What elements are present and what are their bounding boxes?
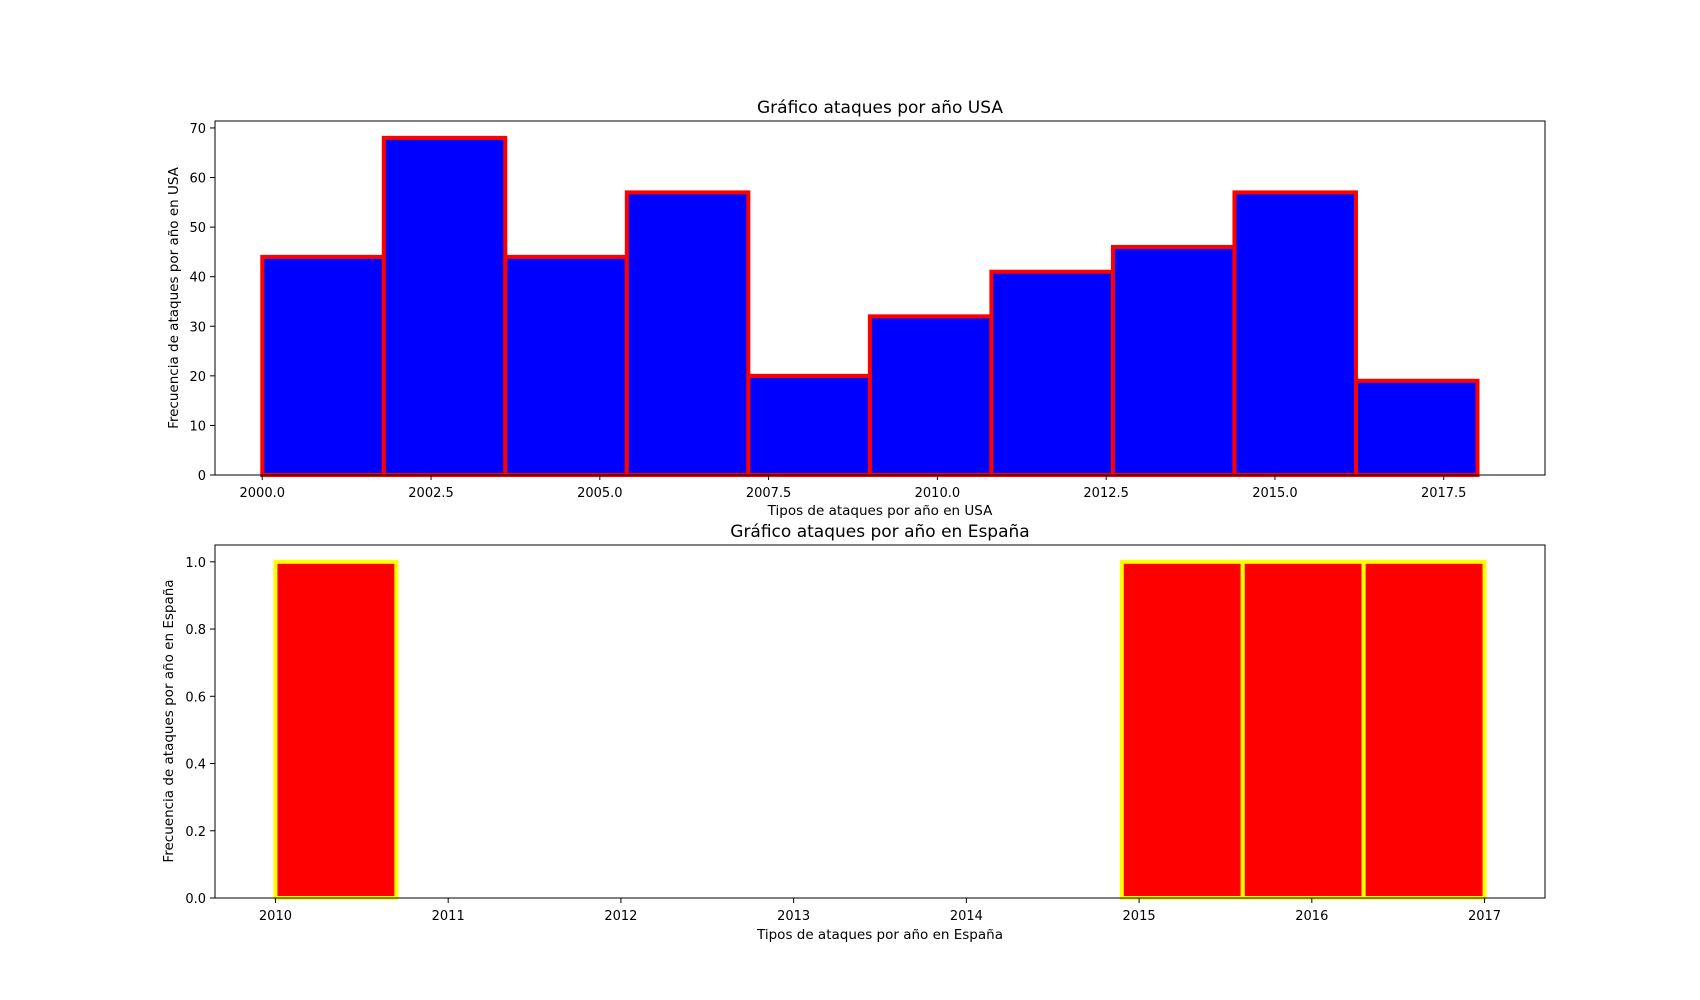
chart-usa-y-tick-label: 70 (189, 122, 206, 137)
chart-usa-x-ticks: 2000.0 2002.5 2005.0 2007.5 2010.0 2012.5 2015… (240, 475, 1467, 501)
chart-usa-x-tick-label: 2007.5 (746, 486, 792, 501)
chart-espana-x-tick-label: 2010 (259, 909, 292, 924)
chart-usa-bar (260, 254, 386, 477)
chart-usa-y-tick-label: 30 (189, 320, 206, 335)
chart-espana-bar (1119, 559, 1245, 900)
chart-usa-y-tick-label: 0 (198, 469, 206, 484)
chart-usa-bar (503, 254, 629, 477)
chart-espana-x-tick-label: 2015 (1123, 909, 1156, 924)
chart-usa-title: Gráfico ataques por año USA (757, 98, 1003, 118)
chart-usa-bar (1110, 244, 1237, 477)
chart-espana-bars (273, 559, 1487, 900)
chart-usa-bar (1232, 190, 1358, 477)
chart-usa-x-tick-label: 2010.0 (915, 486, 961, 501)
chart-usa-bar (381, 135, 508, 477)
chart-usa-y-tick-label: 60 (189, 172, 206, 187)
chart-espana-plot-frame (214, 544, 1546, 899)
chart-usa-bars (260, 135, 1480, 477)
chart-espana-title: Gráfico ataques por año en España (730, 522, 1029, 542)
chart-espana-x-tick-label: 2014 (950, 909, 983, 924)
chart-usa-y-tick-label: 50 (189, 221, 206, 236)
chart-usa-x-tick-label: 2002.5 (408, 486, 454, 501)
chart-usa-y-axis-label: Frecuencia de ataques por año en USA (166, 166, 182, 429)
chart-espana-y-tick-label: 1.0 (185, 556, 206, 571)
chart-espana-x-tick-label: 2013 (777, 909, 810, 924)
chart-espana-y-tick-label: 0.4 (185, 758, 206, 773)
chart-espana-x-axis-label: Tipos de ataques por año en España (756, 927, 1003, 943)
chart-usa-plot-frame (214, 120, 1546, 476)
chart-espana-y-tick-label: 0.8 (185, 623, 206, 638)
chart-espana-y-tick-label: 0.6 (185, 690, 206, 705)
chart-usa-x-tick-label: 2017.5 (1421, 486, 1467, 501)
chart-usa-bar (989, 269, 1115, 477)
chart-usa-bar (1353, 378, 1480, 477)
chart-espana-y-axis-label: Frecuencia de ataques por año en España (161, 579, 177, 862)
chart-espana: Gráfico ataques por año en España 2010 20… (161, 522, 1546, 943)
chart-usa-x-tick-label: 2012.5 (1083, 486, 1129, 501)
chart-usa-x-tick-label: 2005.0 (577, 486, 623, 501)
chart-espana-y-tick-label: 0.2 (185, 825, 206, 840)
chart-espana-x-tick-label: 2012 (604, 909, 637, 924)
chart-usa-bar (624, 190, 751, 477)
chart-espana-bar (1361, 559, 1487, 900)
chart-espana-x-tick-label: 2016 (1295, 909, 1328, 924)
chart-usa-x-axis-label: Tipos de ataques por año en USA (767, 503, 993, 519)
chart-usa-x-tick-label: 2000.0 (240, 486, 286, 501)
chart-usa-y-tick-label: 20 (189, 370, 206, 385)
chart-espana-bar (1240, 559, 1366, 900)
chart-usa-y-ticks: 0 10 20 30 40 50 60 70 (189, 122, 215, 484)
chart-espana-y-tick-label: 0.0 (185, 892, 206, 907)
chart-usa-bar (746, 373, 872, 477)
chart-usa: Gráfico ataques por año USA 2000.0 2002.5… (166, 98, 1546, 519)
chart-espana-y-ticks: 0.0 0.2 0.4 0.6 0.8 1.0 (185, 556, 215, 907)
chart-espana-x-tick-label: 2011 (432, 909, 465, 924)
chart-usa-bar (867, 314, 994, 477)
chart-espana-x-ticks: 2010 2011 2012 2013 2014 2015 2016 2017 (259, 898, 1501, 924)
chart-espana-x-tick-label: 2017 (1468, 909, 1501, 924)
chart-usa-x-tick-label: 2015.0 (1252, 486, 1298, 501)
chart-usa-y-tick-label: 10 (189, 419, 206, 434)
chart-espana-bar (273, 559, 399, 900)
chart-usa-y-tick-label: 40 (189, 271, 206, 286)
